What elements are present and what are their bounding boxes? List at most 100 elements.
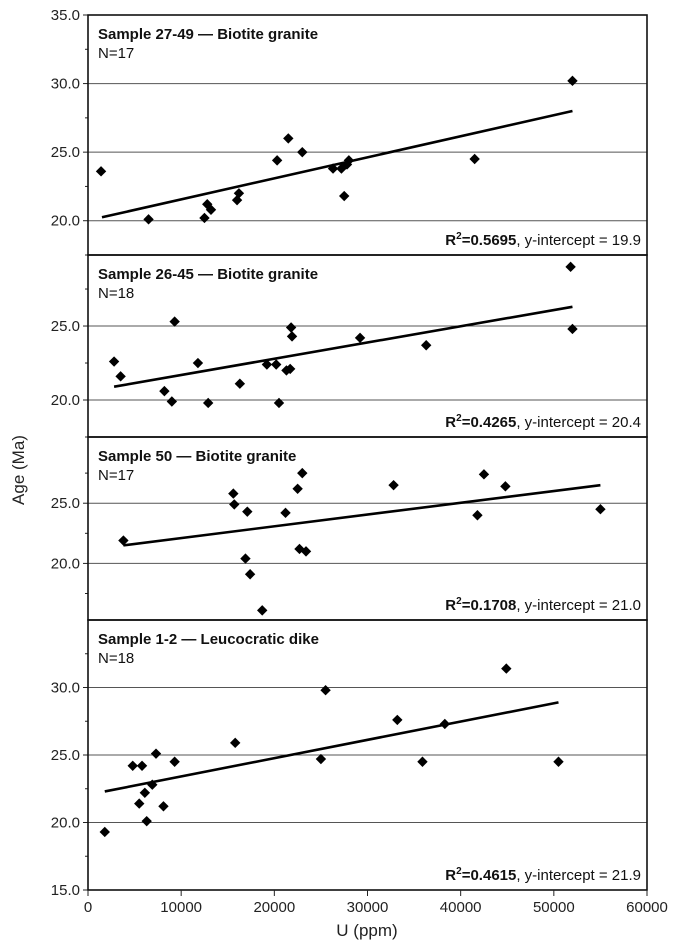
x-tick-label: 40000 [440,899,482,916]
panel-title: Sample 1-2 — Leucocratic dike [98,631,319,648]
data-point [228,488,239,499]
data-point [500,481,511,492]
y-tick-label: 25.0 [51,495,80,512]
r-squared-superscript: 2 [456,596,462,607]
data-point [166,396,178,407]
data-point [115,371,126,382]
data-point [354,332,366,344]
data-point [327,163,339,174]
data-point [284,363,296,375]
panel-title: Sample 27-49 — Biotite granite [98,26,318,43]
panel-title: Sample 26-45 — Biotite granite [98,266,318,283]
data-point [285,322,297,333]
data-point [567,323,578,335]
data-point [202,199,213,210]
data-point [388,479,399,491]
data-point [478,469,490,480]
x-tick-label: 30000 [347,899,389,916]
data-point [300,546,312,557]
data-point [143,214,154,225]
data-point [118,535,129,546]
panel-title: Sample 50 — Biotite granite [98,448,296,465]
data-point [565,261,576,273]
r-squared-label: R [445,414,456,431]
data-point [595,504,606,515]
data-point [320,685,331,696]
data-point [159,385,170,397]
r-squared-annotation: R2=0.4615, y-intercept = 21.9 [445,866,641,884]
panel-2: 25.0 20.0 Sample 26-45 — Biotite granite N=… [51,254,648,438]
data-point [234,378,246,389]
panel-count: N=17 [98,45,134,62]
data-point [341,159,353,170]
y-axis-label: Age (Ma) [9,435,28,505]
data-point [244,569,256,580]
r-squared-annotation: R2=0.4265, y-intercept = 20.4 [445,413,641,431]
data-point [339,190,350,202]
data-point [257,605,268,616]
data-point [280,507,291,519]
r-squared-value: =0.5695 [462,232,517,249]
r-squared-annotation: R2=0.1708, y-intercept = 21.0 [445,596,641,614]
data-point [134,798,145,809]
panel-count: N=18 [98,285,134,302]
x-axis: 0 10000 20000 30000 40000 50000 60000 [84,890,668,916]
data-point [229,499,240,510]
data-point [199,212,210,224]
y-tick-label: 20.0 [51,815,80,832]
data-point [343,155,355,166]
chart-panels: 35.0 30.0 25.0 20.0 Sample 27-49 — Biotite g… [51,7,648,899]
data-point [108,356,120,367]
data-point [417,756,428,767]
data-point [233,188,245,199]
y-tick-label: 30.0 [51,680,80,697]
r-squared-superscript: 2 [456,413,462,424]
data-point [294,543,305,555]
r-squared-superscript: 2 [456,866,462,877]
panel-1: 35.0 30.0 25.0 20.0 Sample 27-49 — Biotite g… [51,7,648,256]
data-point [127,760,138,771]
r-squared-annotation: R2=0.5695, y-intercept = 19.9 [445,231,641,249]
y-intercept-text: , y-intercept = 20.4 [516,414,641,431]
data-point [392,714,403,726]
data-point [271,155,283,166]
regression-line [123,483,601,547]
data-point [261,359,273,370]
data-point [242,506,253,517]
data-point [273,397,285,409]
data-point [192,357,204,369]
panel-count: N=18 [98,650,134,667]
data-point [292,483,303,494]
panel-frame [87,14,648,256]
data-point [158,801,169,812]
data-point [169,316,180,327]
y-intercept-text: , y-intercept = 21.0 [516,597,641,614]
data-point [439,718,451,730]
data-point [283,133,294,144]
data-point [141,815,152,827]
data-point [501,663,512,674]
data-point [315,753,327,765]
data-point [147,779,158,790]
data-point [169,756,180,767]
data-point [472,510,483,521]
data-point [297,146,308,158]
data-point [202,397,214,409]
data-point [420,340,432,351]
x-tick-label: 10000 [160,899,202,916]
x-tick-label: 50000 [533,899,575,916]
regression-line [101,109,573,219]
y-intercept-text: , y-intercept = 19.9 [516,232,641,249]
y-tick-label: 25.0 [51,318,80,335]
r-squared-value: =0.4615 [462,867,517,884]
data-point [240,553,251,564]
r-squared-superscript: 2 [456,231,462,242]
panel-3: 25.0 20.0 Sample 50 — Biotite granite N=17 R… [51,436,648,621]
data-point [230,737,241,749]
data-point [205,204,217,215]
x-axis-label: U (ppm) [336,921,397,940]
y-tick-label: 25.0 [51,144,80,161]
data-point [139,787,151,798]
data-point [99,826,110,838]
